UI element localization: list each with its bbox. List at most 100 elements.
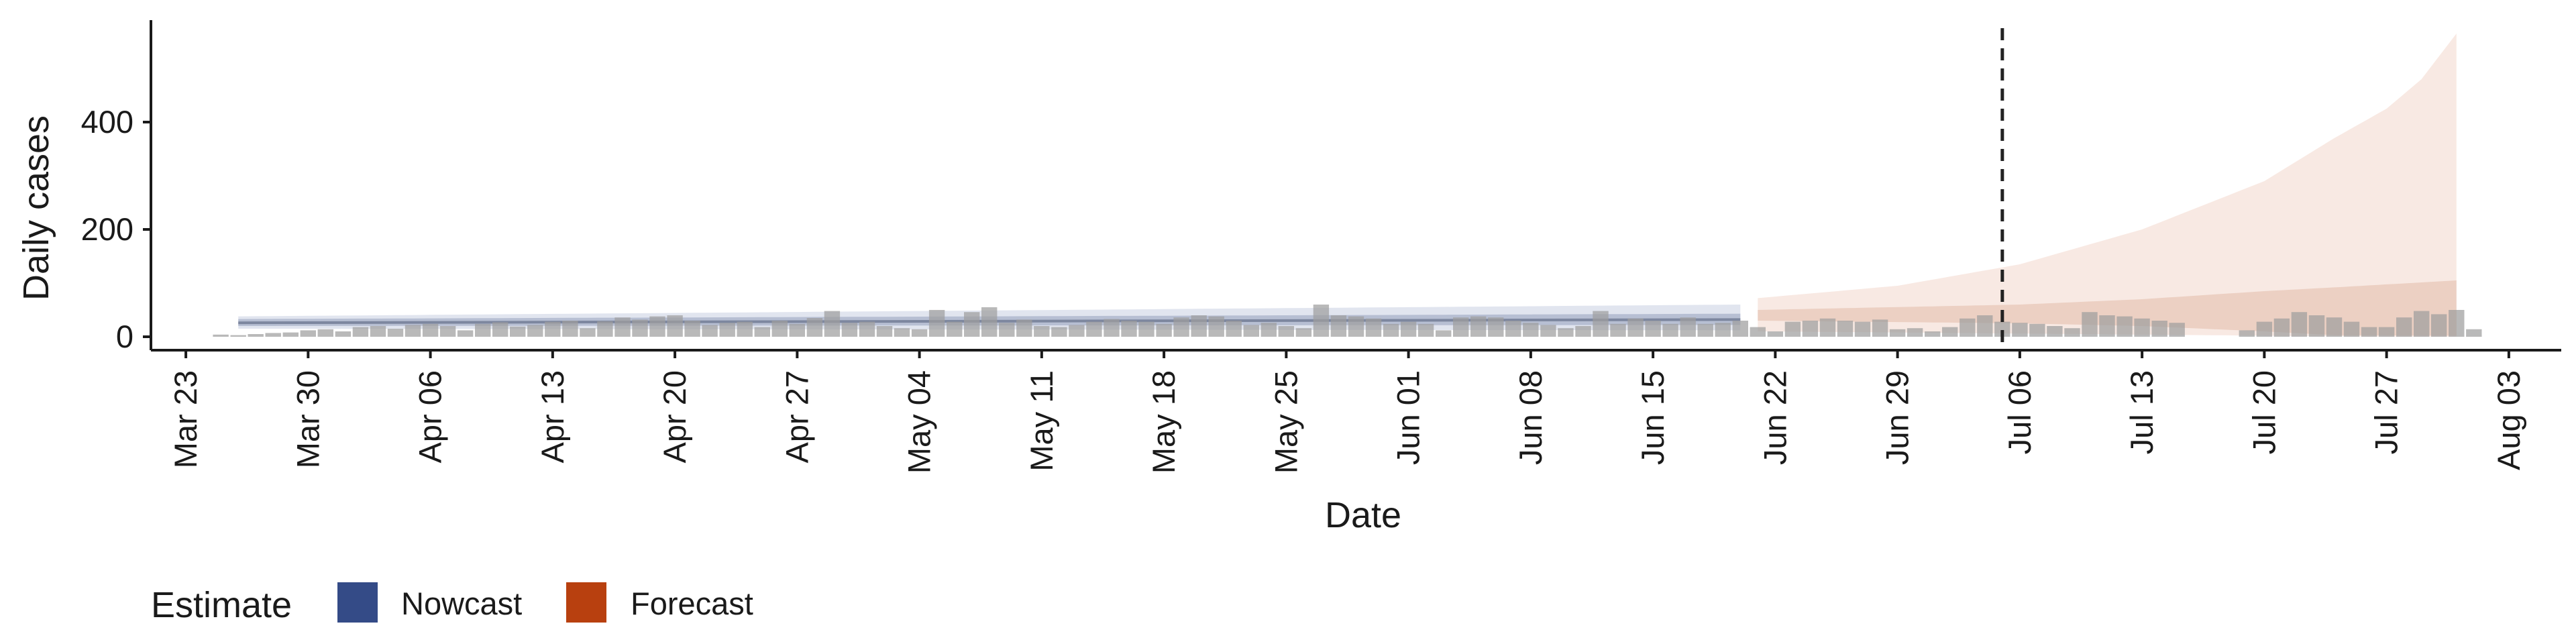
- y-tick-label: 0: [116, 319, 133, 354]
- case-bar: [405, 325, 421, 337]
- case-bar: [1034, 326, 1050, 337]
- case-bar: [213, 334, 229, 337]
- case-bar: [1488, 317, 1504, 337]
- x-tick-label: Apr 27: [779, 370, 814, 463]
- case-bar: [1208, 316, 1224, 337]
- x-tick-label: May 04: [902, 370, 937, 474]
- case-bar: [702, 325, 718, 337]
- x-tick-label: Jun 22: [1757, 370, 1792, 465]
- case-bar: [475, 323, 491, 337]
- case-bar: [1505, 321, 1521, 337]
- case-bar: [1243, 325, 1259, 337]
- case-bar: [265, 333, 281, 337]
- case-bar: [1016, 319, 1032, 337]
- case-bar: [1802, 321, 1819, 337]
- case-bar: [632, 319, 648, 337]
- case-bar: [1837, 321, 1854, 337]
- x-tick-label: May 18: [1146, 370, 1181, 474]
- case-bar: [2064, 328, 2080, 337]
- x-tick-label: Jun 08: [1513, 370, 1548, 465]
- x-tick-label: May 11: [1024, 370, 1059, 472]
- case-bar: [1383, 323, 1399, 337]
- case-bar: [1173, 317, 1189, 337]
- case-bar: [300, 330, 316, 337]
- case-bar: [527, 325, 543, 337]
- x-tick-label: Jun 01: [1391, 370, 1426, 465]
- case-bar: [1645, 321, 1661, 337]
- case-bar: [894, 328, 910, 337]
- case-bar: [2273, 318, 2290, 337]
- case-bar: [2082, 312, 2098, 337]
- legend-label-forecast: Forecast: [631, 586, 753, 621]
- case-bar: [2414, 311, 2430, 337]
- x-tick-label: Jul 13: [2124, 370, 2159, 454]
- case-bar: [1610, 323, 1626, 337]
- case-bar: [1260, 323, 1277, 337]
- case-bar: [964, 312, 980, 337]
- case-bar: [1925, 331, 1941, 337]
- case-bar: [1889, 329, 1906, 337]
- case-bar: [580, 328, 596, 337]
- case-bar: [422, 323, 439, 337]
- case-bar: [2396, 317, 2412, 337]
- x-tick-label: Jul 20: [2246, 370, 2282, 454]
- case-bar: [1191, 315, 1207, 337]
- case-bar: [876, 326, 893, 337]
- x-axis-title: Date: [1325, 495, 1401, 535]
- legend: Estimate Nowcast Forecast: [151, 582, 753, 625]
- case-bar: [352, 327, 369, 337]
- case-bar: [806, 318, 823, 337]
- case-bar: [981, 307, 998, 337]
- x-tick-label: Mar 30: [290, 370, 325, 468]
- legend-label-nowcast: Nowcast: [401, 586, 522, 621]
- case-bar: [1295, 328, 1312, 337]
- case-bar: [2169, 323, 2185, 337]
- legend-swatch-nowcast: [337, 582, 378, 623]
- case-bar: [2099, 315, 2115, 337]
- case-bar: [1138, 321, 1155, 337]
- case-bar: [1365, 318, 1382, 337]
- case-bar: [1575, 326, 1591, 337]
- case-bar: [1453, 317, 1469, 337]
- x-tick-label: Jun 29: [1880, 370, 1915, 465]
- x-tick-label: May 25: [1268, 370, 1303, 474]
- case-bar: [1732, 321, 1748, 337]
- y-tick-label: 400: [81, 104, 133, 140]
- case-bar: [2431, 314, 2447, 337]
- case-bar: [841, 323, 858, 337]
- case-bar: [2308, 315, 2325, 337]
- case-bar: [2326, 317, 2343, 337]
- case-bar: [1662, 323, 1678, 337]
- case-bar: [230, 335, 246, 337]
- case-bar: [1854, 321, 1871, 337]
- x-tick-label: Apr 06: [413, 370, 448, 463]
- case-bar: [2134, 318, 2150, 337]
- case-bar: [859, 321, 875, 337]
- case-bar: [1278, 326, 1294, 337]
- case-bar: [1994, 321, 2010, 337]
- case-bar: [1313, 305, 1330, 337]
- case-bar: [771, 321, 788, 337]
- case-bar: [597, 321, 613, 337]
- case-bar: [1593, 311, 1609, 337]
- case-bar: [2466, 329, 2482, 337]
- case-bar: [1819, 318, 1836, 337]
- case-bar: [2449, 310, 2465, 337]
- legend-title: Estimate: [151, 585, 292, 625]
- forecast-bands: [1758, 34, 2457, 337]
- case-bar: [457, 330, 474, 337]
- case-bar: [2047, 326, 2063, 337]
- x-tick-label: Jun 15: [1635, 370, 1670, 465]
- case-bar: [2239, 330, 2255, 337]
- case-bar: [1523, 323, 1539, 337]
- case-bar: [1470, 316, 1487, 337]
- case-bar: [1540, 325, 1556, 337]
- case-bar: [754, 327, 770, 337]
- y-axis-title: Daily cases: [16, 115, 56, 301]
- case-bar: [1226, 321, 1242, 337]
- case-bar: [2378, 327, 2395, 337]
- case-bar: [789, 323, 805, 337]
- case-bar: [614, 317, 631, 337]
- x-tick-label: Apr 13: [535, 370, 570, 463]
- x-tick-label: Apr 20: [657, 370, 692, 463]
